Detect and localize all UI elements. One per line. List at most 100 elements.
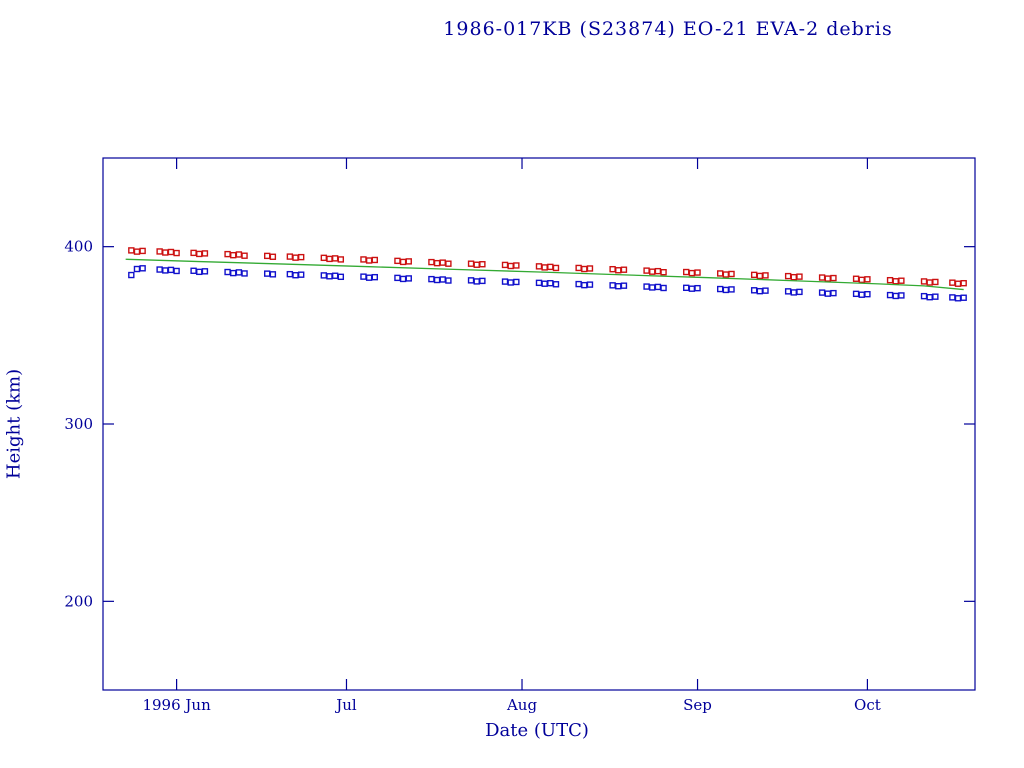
- perigee-height-point: [439, 276, 446, 283]
- perigee-height-point: [241, 270, 248, 277]
- perigee-height-point: [541, 280, 548, 287]
- perigee-height-point: [286, 270, 294, 278]
- x-tick-label: 1996 Jun: [142, 696, 211, 714]
- apogee-height-point: [394, 257, 401, 265]
- y-tick-label: 200: [64, 592, 93, 610]
- axis-box: [102, 157, 976, 691]
- perigee-height-point: [932, 293, 939, 300]
- apogee-height-point: [688, 269, 696, 277]
- x-axis-label: Date (UTC): [485, 720, 589, 741]
- perigee-height-point: [615, 283, 622, 290]
- x-tick-label: Aug: [506, 696, 537, 714]
- perigee-height-point: [575, 280, 582, 288]
- chart-title: 1986-017KB (S23874) EO-21 EVA-2 debris: [443, 18, 893, 40]
- perigee-height-point: [552, 281, 560, 288]
- perigee-height-point: [337, 273, 345, 281]
- apogee-height-point: [196, 250, 203, 258]
- apogee-height-point: [162, 249, 169, 256]
- perigee-height-point: [722, 286, 730, 294]
- apogee-height-point: [230, 251, 237, 259]
- perigee-height-point: [445, 277, 452, 284]
- apogee-height-point: [756, 272, 764, 280]
- perigee-height-point: [365, 274, 373, 281]
- apogee-height-point: [371, 256, 378, 264]
- apogee-height-point: [575, 264, 582, 272]
- perigee-height-point: [796, 288, 803, 296]
- apogee-height-point: [649, 268, 656, 275]
- apogee-height-point: [620, 266, 628, 273]
- perigee-height-point: [269, 271, 277, 278]
- apogee-height-point: [264, 252, 271, 260]
- perigee-height-point: [394, 274, 401, 282]
- perigee-height-point: [609, 282, 616, 289]
- perigee-height-point: [586, 281, 594, 288]
- apogee-height-point: [128, 247, 135, 254]
- y-tick-label: 300: [64, 415, 93, 433]
- perigee-height-point: [688, 285, 696, 292]
- perigee-height-point: [716, 285, 724, 293]
- perigee-height-point: [581, 281, 588, 289]
- perigee-height-point: [405, 275, 412, 282]
- apogee-height-point: [167, 248, 175, 256]
- apogee-height-point: [365, 257, 373, 264]
- perigee-height-point: [818, 289, 826, 296]
- apogee-height-point: [818, 274, 826, 281]
- apogee-height-point: [473, 261, 480, 268]
- apogee-height-point: [892, 278, 899, 285]
- perigee-height-point: [326, 273, 333, 280]
- perigee-height-point: [162, 267, 169, 274]
- perigee-height-point: [886, 291, 894, 299]
- apogee-height-point: [796, 273, 803, 280]
- apogee-height-point: [609, 265, 616, 273]
- apogee-height-point: [439, 259, 446, 266]
- perigee-height-point: [824, 290, 831, 297]
- perigee-height-point: [264, 270, 271, 277]
- perigee-height-point: [235, 269, 243, 276]
- apogee-height-point: [581, 265, 588, 273]
- perigee-height-point: [473, 278, 480, 285]
- perigee-height-point: [926, 294, 933, 301]
- apogee-height-point: [190, 249, 197, 257]
- apogee-height-point: [297, 253, 305, 261]
- apogee-height-point: [320, 254, 328, 262]
- perigee-height-point: [167, 266, 175, 274]
- apogee-height-point: [683, 268, 690, 276]
- y-tick-label: 400: [64, 238, 93, 256]
- apogee-height-point: [286, 253, 294, 260]
- apogee-height-point: [716, 270, 724, 277]
- apogee-height-point: [513, 262, 520, 269]
- apogee-height-point: [360, 256, 367, 263]
- apogee-height-point: [433, 259, 441, 267]
- mean-height-line: [125, 258, 964, 291]
- apogee-height-point: [326, 255, 333, 263]
- perigee-height-point: [139, 265, 146, 272]
- perigee-height-point: [864, 290, 871, 298]
- perigee-height-point: [224, 268, 231, 276]
- apogee-height-point: [790, 273, 798, 281]
- apogee-height-point: [728, 270, 735, 278]
- apogee-height-point: [784, 272, 792, 280]
- perigee-height-point: [547, 279, 554, 287]
- perigee-height-point: [428, 275, 435, 283]
- apogee-height-point: [615, 267, 622, 274]
- apogee-height-point: [864, 276, 871, 283]
- perigee-height-point: [133, 265, 141, 273]
- perigee-height-point: [399, 275, 407, 283]
- perigee-height-point: [433, 276, 441, 284]
- perigee-height-point: [467, 277, 475, 284]
- x-tick-label: Sep: [683, 696, 712, 714]
- perigee-height-point: [196, 268, 203, 276]
- apogee-height-point: [445, 260, 452, 267]
- perigee-height-point: [128, 271, 135, 279]
- perigee-height-point: [230, 269, 237, 277]
- apogee-height-point: [535, 263, 543, 270]
- perigee-height-point: [892, 292, 899, 300]
- perigee-height-point: [784, 288, 792, 295]
- apogee-height-point: [654, 267, 662, 275]
- apogee-height-point: [852, 275, 860, 282]
- apogee-height-point: [954, 280, 962, 287]
- perigee-height-point: [852, 290, 860, 298]
- x-tick-label: Jul: [334, 696, 357, 714]
- perigee-height-point: [173, 267, 180, 275]
